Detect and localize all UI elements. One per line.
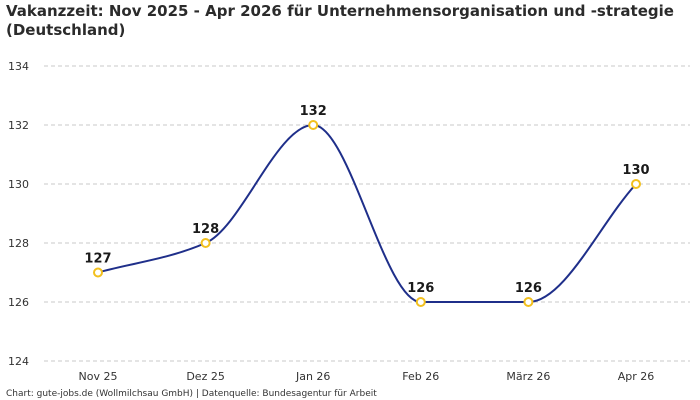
data-point — [93, 267, 103, 278]
x-tick-label: Feb 26 — [402, 370, 439, 383]
x-tick-label: Dez 25 — [186, 370, 225, 383]
chart-title-line-2: (Deutschland) — [6, 21, 125, 39]
chart-title-line-1: Vakanzzeit: Nov 2025 - Apr 2026 für Unte… — [6, 2, 674, 20]
x-tick-label: Apr 26 — [618, 370, 655, 383]
data-point — [308, 120, 319, 130]
data-point — [200, 238, 211, 248]
data-point — [523, 297, 534, 307]
y-tick-label: 126 — [8, 296, 29, 309]
data-label: 132 — [300, 104, 327, 119]
data-labels: 127 128 132 126 126 130 — [84, 104, 649, 296]
y-tick-label: 124 — [8, 355, 29, 368]
x-tick-label: Jan 26 — [295, 370, 330, 383]
y-tick-label: 128 — [8, 237, 29, 250]
y-tick-label: 134 — [8, 60, 29, 73]
data-point — [631, 179, 641, 189]
data-point — [415, 297, 426, 307]
data-label: 130 — [622, 163, 649, 178]
x-axis-ticks: Nov 25 Dez 25 Jan 26 Feb 26 März 26 Apr 26 — [79, 370, 655, 383]
y-tick-label: 130 — [8, 178, 29, 191]
series-line-layer — [97, 123, 637, 303]
x-tick-label: Nov 25 — [79, 370, 118, 383]
data-label: 128 — [192, 222, 219, 237]
x-tick-label: März 26 — [506, 370, 550, 383]
data-label: 126 — [407, 281, 434, 296]
y-axis-ticks: 124 126 128 130 132 134 — [8, 60, 29, 368]
data-label: 126 — [515, 281, 542, 296]
series-line — [97, 123, 637, 303]
source-note: Chart: gute-jobs.de (Wollmilchsau GmbH) … — [6, 389, 377, 399]
y-tick-label: 132 — [8, 119, 29, 132]
data-points — [93, 120, 641, 307]
data-label: 127 — [84, 252, 111, 267]
gridlines — [44, 65, 690, 362]
